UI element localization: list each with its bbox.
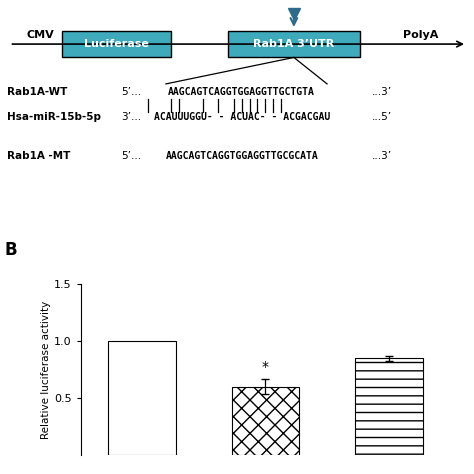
Text: Rab1A 3’UTR: Rab1A 3’UTR bbox=[253, 39, 335, 49]
Text: B: B bbox=[5, 241, 18, 259]
Text: AAGCAGTCAGGTGGAGGTTGCTGTA: AAGCAGTCAGGTGGAGGTTGCTGTA bbox=[168, 87, 315, 98]
Text: Rab1A-WT: Rab1A-WT bbox=[7, 87, 67, 98]
Text: Luciferase: Luciferase bbox=[84, 39, 148, 49]
Text: ...5’: ...5’ bbox=[372, 112, 392, 122]
Text: ...3’: ...3’ bbox=[372, 151, 392, 161]
Bar bbox=[108, 341, 176, 455]
Text: CMV: CMV bbox=[26, 30, 54, 40]
Text: Rab1A -MT: Rab1A -MT bbox=[7, 151, 71, 161]
Text: 3’...: 3’... bbox=[121, 112, 141, 122]
Text: *: * bbox=[262, 360, 269, 374]
Text: Hsa-miR-15b-5p: Hsa-miR-15b-5p bbox=[7, 112, 101, 122]
Bar bbox=[232, 387, 300, 455]
FancyBboxPatch shape bbox=[62, 31, 171, 57]
Text: 5’...: 5’... bbox=[121, 151, 141, 161]
Text: 5’...: 5’... bbox=[121, 87, 141, 98]
Bar bbox=[355, 358, 423, 455]
Text: ...3’: ...3’ bbox=[372, 87, 392, 98]
Text: ACAUUUGGU- - ACUAC- - ACGACGAU: ACAUUUGGU- - ACUAC- - ACGACGAU bbox=[154, 112, 330, 122]
Text: PolyA: PolyA bbox=[403, 30, 438, 40]
Y-axis label: Relative luciferase activity: Relative luciferase activity bbox=[41, 301, 51, 439]
FancyBboxPatch shape bbox=[228, 31, 360, 57]
Text: AAGCAGTCAGGTGGAGGTTGCGCATA: AAGCAGTCAGGTGGAGGTTGCGCATA bbox=[165, 151, 318, 161]
